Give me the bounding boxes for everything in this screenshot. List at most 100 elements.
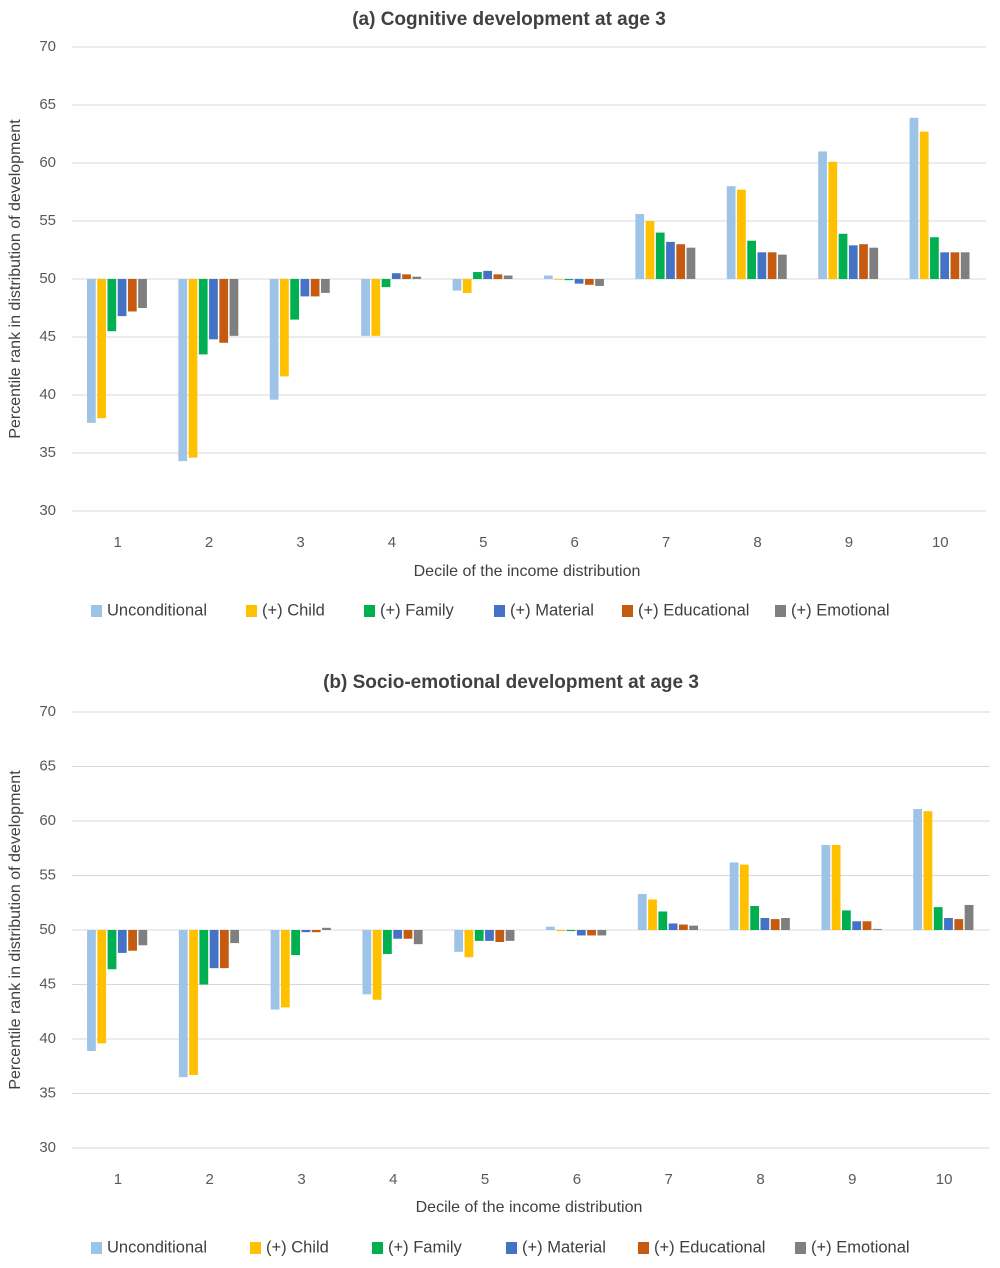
x-tick-label: 2 — [206, 1171, 214, 1188]
bar-family-decile-4 — [383, 930, 392, 954]
bar-emotional-decile-7 — [689, 925, 699, 930]
bar-educational-decile-7 — [676, 244, 686, 279]
bar-educational-decile-5 — [495, 930, 505, 942]
bar-educational-decile-9 — [862, 921, 872, 930]
y-axis-label: Percentile rank in distribution of devel… — [7, 119, 24, 439]
bar-child-decile-2 — [188, 279, 198, 458]
y-tick-label: 60 — [39, 154, 56, 171]
x-tick-label: 3 — [297, 1171, 305, 1188]
legend-swatch — [494, 605, 505, 617]
bar-family-decile-7 — [658, 911, 668, 930]
y-tick-label: 45 — [39, 975, 56, 992]
legend-label: (+) Material — [522, 1238, 606, 1256]
legend: Unconditional (+) Child (+) Family (+) Mate… — [91, 601, 890, 619]
bar-unconditional-decile-9 — [818, 151, 827, 279]
bar-child-decile-3 — [280, 930, 290, 1008]
y-tick-label: 45 — [39, 328, 56, 345]
bar-educational-decile-10 — [954, 919, 964, 930]
bar-child-decile-5 — [462, 279, 472, 293]
y-tick-label: 30 — [39, 502, 56, 519]
bar-family-decile-5 — [474, 930, 484, 941]
bar-material-decile-7 — [666, 241, 675, 279]
y-tick-label: 70 — [39, 38, 56, 55]
chart-panel-b: (b) Socio-emotional development at age 3… — [7, 672, 990, 1256]
bar-unconditional-decile-9 — [821, 844, 831, 930]
legend-label: Unconditional — [107, 601, 207, 619]
bar-educational-decile-4 — [403, 930, 413, 939]
bar-emotional-decile-3 — [322, 927, 331, 930]
bar-educational-decile-6 — [587, 930, 596, 936]
y-tick-label: 60 — [39, 812, 56, 829]
bar-material-decile-3 — [300, 279, 310, 297]
bar-unconditional-decile-7 — [635, 214, 645, 279]
legend: Unconditional (+) Child (+) Family (+) Mate… — [91, 1238, 910, 1256]
bar-material-decile-2 — [209, 279, 218, 340]
bar-educational-decile-1 — [127, 279, 137, 312]
y-tick-label: 50 — [39, 270, 56, 287]
legend-swatch — [775, 605, 786, 617]
bar-emotional-decile-7 — [686, 247, 696, 279]
bar-family-decile-2 — [198, 279, 208, 355]
bar-unconditional-decile-1 — [86, 279, 96, 423]
bar-family-decile-9 — [838, 233, 848, 279]
y-tick-label: 50 — [39, 921, 56, 938]
bar-child-decile-8 — [739, 864, 749, 930]
bar-child-decile-1 — [97, 930, 107, 1044]
y-tick-label: 35 — [39, 444, 56, 461]
x-tick-label: 1 — [114, 534, 122, 551]
bar-emotional-decile-1 — [138, 930, 148, 946]
x-tick-label: 2 — [205, 534, 213, 551]
bar-family-decile-10 — [933, 907, 943, 930]
bar-emotional-decile-5 — [503, 275, 513, 279]
legend-swatch — [506, 1242, 517, 1254]
bar-emotional-decile-9 — [872, 928, 882, 930]
bar-child-decile-4 — [371, 279, 381, 336]
bar-unconditional-decile-4 — [362, 930, 372, 995]
bar-child-decile-7 — [645, 221, 655, 279]
bar-material-decile-10 — [944, 918, 953, 930]
bar-unconditional-decile-1 — [87, 930, 96, 1051]
bar-family-decile-10 — [930, 237, 939, 279]
legend-swatch — [638, 1242, 649, 1254]
y-tick-label: 70 — [39, 703, 56, 720]
bar-educational-decile-8 — [767, 252, 777, 279]
bar-emotional-decile-2 — [230, 930, 240, 944]
bar-material-decile-8 — [757, 252, 767, 279]
legend-label: (+) Emotional — [811, 1238, 910, 1256]
x-tick-label: 3 — [296, 534, 304, 551]
bar-emotional-decile-2 — [229, 279, 239, 336]
x-tick-label: 7 — [662, 534, 670, 551]
x-tick-label: 9 — [845, 534, 853, 551]
x-tick-label: 8 — [753, 534, 761, 551]
y-tick-label: 35 — [39, 1084, 56, 1101]
legend-swatch — [250, 1242, 261, 1254]
bar-unconditional-decile-8 — [729, 862, 739, 930]
bar-material-decile-10 — [940, 252, 950, 279]
bar-unconditional-decile-10 — [909, 117, 919, 279]
legend-label: Unconditional — [107, 1238, 207, 1256]
y-tick-label: 40 — [39, 1030, 56, 1047]
bar-emotional-decile-9 — [869, 247, 879, 279]
bar-material-decile-2 — [209, 930, 219, 969]
y-axis-label: Percentile rank in distribution of devel… — [7, 770, 24, 1090]
y-tick-label: 55 — [39, 866, 56, 883]
y-tick-label: 55 — [39, 212, 56, 229]
bar-unconditional-decile-3 — [269, 279, 279, 400]
bar-family-decile-6 — [564, 279, 574, 281]
bar-unconditional-decile-7 — [637, 894, 647, 930]
bar-educational-decile-2 — [219, 930, 229, 969]
bar-material-decile-1 — [117, 930, 127, 953]
x-tick-label: 4 — [389, 1171, 397, 1188]
bar-material-decile-5 — [483, 270, 493, 279]
legend-label: (+) Educational — [654, 1238, 765, 1256]
chart-title: (a) Cognitive development at age 3 — [352, 9, 666, 30]
bar-emotional-decile-4 — [413, 930, 423, 945]
bar-material-decile-4 — [393, 930, 403, 939]
chart-panel-a: (a) Cognitive development at age 3 30 35 40… — [7, 9, 986, 619]
y-tick-label: 40 — [39, 386, 56, 403]
bar-unconditional-decile-2 — [178, 279, 188, 462]
bar-child-decile-1 — [97, 279, 106, 419]
bar-unconditional-decile-8 — [726, 186, 736, 279]
bar-emotional-decile-8 — [781, 918, 790, 930]
